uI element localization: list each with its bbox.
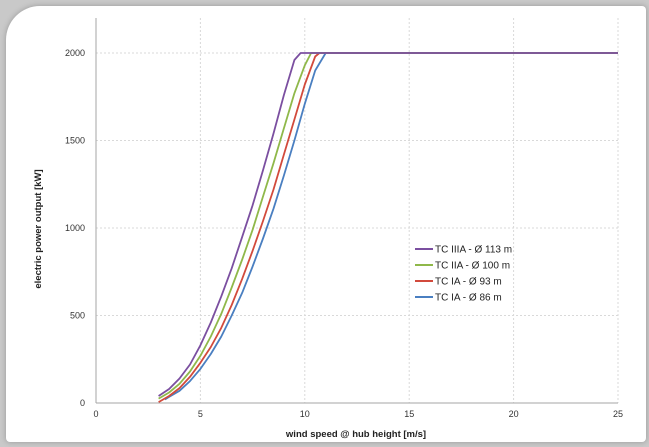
x-tick-label: 15 (404, 409, 414, 419)
series-line (158, 52, 618, 403)
y-axis-title: electric power output [kW] (33, 169, 44, 288)
y-tick-label: 0 (80, 398, 85, 408)
series-lines (158, 52, 618, 403)
x-tick-label: 5 (198, 409, 203, 419)
y-tick-label: 1500 (65, 136, 85, 146)
x-tick-label: 25 (613, 409, 623, 419)
grid (95, 18, 619, 404)
legend: TC IIIA - Ø 113 m TC IIA - Ø 100 m TC IA -… (415, 245, 512, 304)
y-tick-label: 1000 (65, 223, 85, 233)
y-tick-label: 500 (70, 311, 85, 321)
chart-panel (6, 6, 646, 442)
tick-labels: 0 5 10 15 20 25 0 500 1000 1500 2000 (65, 48, 623, 419)
series-line (164, 52, 618, 401)
legend-label: TC IIA - Ø 100 m (435, 261, 510, 272)
legend-label: TC IA - Ø 93 m (435, 277, 502, 288)
x-tick-label: 20 (509, 409, 519, 419)
series-line (158, 52, 618, 400)
legend-label: TC IA - Ø 86 m (435, 293, 502, 304)
x-axis-title: wind speed @ hub height [m/s] (285, 429, 426, 440)
y-tick-label: 2000 (65, 48, 85, 58)
x-tick-label: 10 (300, 409, 310, 419)
x-tick-label: 0 (93, 409, 98, 419)
legend-label: TC IIIA - Ø 113 m (435, 245, 512, 256)
series-line (158, 52, 618, 397)
